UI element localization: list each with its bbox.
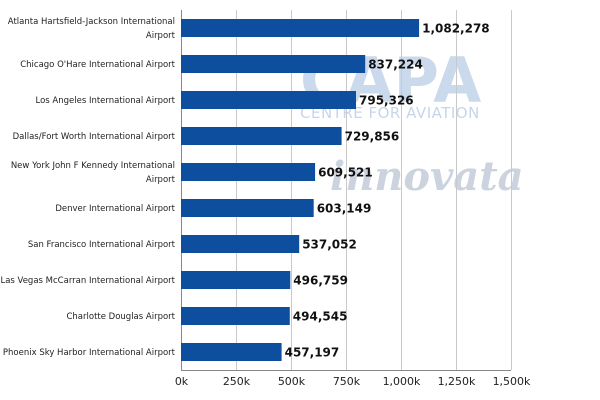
bar: [181, 343, 282, 361]
bar: [181, 271, 291, 289]
data-label: 795,326: [359, 94, 414, 108]
x-tick-label: 0k: [175, 375, 189, 388]
x-tick-label: 250k: [223, 375, 251, 388]
x-tick-label: 500k: [278, 375, 306, 388]
data-label: 537,052: [302, 238, 357, 252]
category-label: Las Vegas McCarran International Airport: [0, 276, 175, 286]
category-label: New York John F Kennedy International: [11, 161, 175, 171]
data-label: 837,224: [368, 58, 423, 72]
data-label: 609,521: [318, 166, 373, 180]
bar: [181, 19, 420, 37]
data-label: 494,545: [293, 310, 348, 324]
x-tick-label: 750k: [333, 375, 361, 388]
data-label: 496,759: [293, 274, 348, 288]
category-label: Dallas/Fort Worth International Airport: [13, 132, 176, 142]
x-tick-label: 1,000k: [383, 375, 421, 388]
category-label: Chicago O'Hare International Airport: [20, 60, 175, 70]
bar-layer: [181, 19, 420, 361]
category-label: Atlanta Hartsfield-Jackson International: [8, 17, 175, 27]
category-label: San Francisco International Airport: [28, 240, 176, 250]
data-label: 457,197: [285, 346, 340, 360]
category-label: Phoenix Sky Harbor International Airport: [3, 348, 176, 358]
data-label: 603,149: [317, 202, 372, 216]
bar: [181, 235, 300, 253]
data-label: 1,082,278: [422, 22, 490, 36]
category-label: Airport: [146, 175, 176, 185]
x-tick-label: 1,500k: [493, 375, 531, 388]
x-tick-label: 1,250k: [438, 375, 476, 388]
category-label: Denver International Airport: [55, 204, 175, 214]
bar: [181, 199, 314, 217]
bar: [181, 127, 342, 145]
bar: [181, 163, 316, 181]
bar: [181, 55, 366, 73]
category-label: Los Angeles International Airport: [35, 96, 175, 106]
data-label: 729,856: [345, 130, 400, 144]
bar: [181, 307, 290, 325]
category-label: Airport: [146, 31, 176, 41]
category-label: Charlotte Douglas Airport: [66, 312, 175, 322]
innovata-watermark: innovata: [330, 153, 524, 200]
label-layer: 0k 250k 500k 750k 1,000k 1,250k 1,500k 1,082,27…: [0, 17, 531, 388]
bar: [181, 91, 356, 109]
